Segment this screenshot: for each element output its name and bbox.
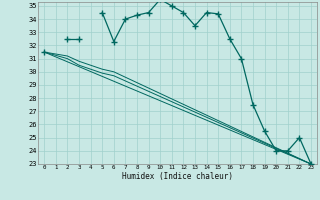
X-axis label: Humidex (Indice chaleur): Humidex (Indice chaleur): [122, 172, 233, 181]
